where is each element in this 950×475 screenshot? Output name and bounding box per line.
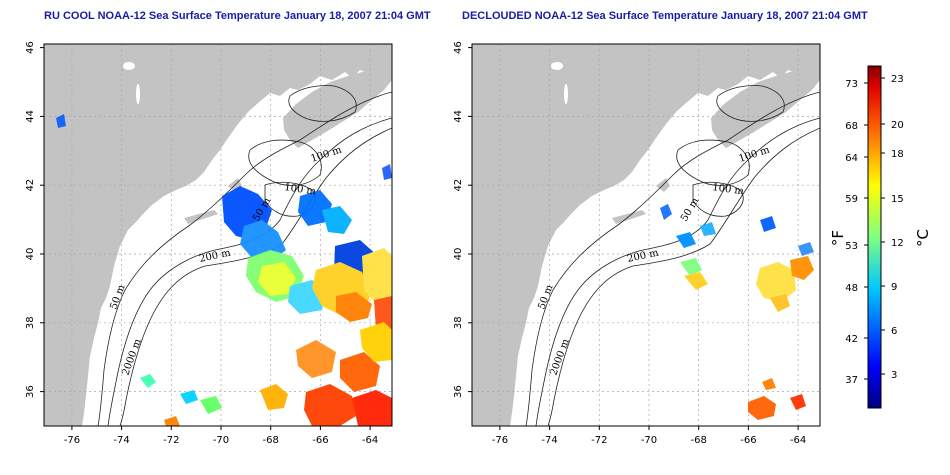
colorbar-celsius-tick: 12 [891, 238, 904, 249]
celsius-unit-label: °C [914, 229, 932, 247]
right-lon-tick: -74 [541, 435, 557, 446]
left-lon-tick: -70 [213, 435, 229, 446]
right-lat-tick: 36 [453, 385, 464, 398]
colorbar-fahrenheit-tick: 59 [845, 194, 858, 205]
right-map-panel: -76 -74 -72 -70 -68 -66 -64 46 44 42 40 … [453, 41, 821, 446]
colorbar-fahrenheit-tick: 68 [845, 121, 858, 132]
left-lat-tick: 42 [25, 179, 36, 192]
right-lat-tick: 42 [453, 179, 464, 192]
right-sst-patches [660, 204, 814, 420]
colorbar-celsius-tick: 20 [891, 120, 904, 131]
left-sst-patches [56, 114, 392, 426]
left-map-title: RU COOL NOAA-12 Sea Surface Temperature … [44, 10, 431, 22]
colorbar-celsius-tick: 18 [891, 149, 904, 160]
fahrenheit-unit-label: °F [829, 230, 847, 246]
colorbar-celsius-tick: 6 [891, 326, 897, 337]
right-nova-scotia [711, 66, 820, 148]
right-lon-tick: -64 [790, 435, 806, 446]
left-lat-tick: 38 [25, 316, 36, 329]
right-lon-tick: -68 [691, 435, 707, 446]
left-lon-tick: -64 [362, 435, 378, 446]
right-gridlines [472, 44, 820, 426]
left-map-frame [43, 43, 393, 427]
temperature-colorbar: 73 68 64 59 53 48 42 37 23 20 18 15 12 9… [829, 65, 932, 409]
left-map-panel: -76 -74 -72 -70 -68 -66 -64 46 44 42 40 … [25, 41, 393, 446]
right-bathymetry-contours [525, 85, 820, 426]
right-lat-tick: 38 [453, 316, 464, 329]
colorbar-fahrenheit-tick: 53 [845, 241, 858, 252]
right-lat-tick: 40 [453, 248, 464, 261]
colorbar-fahrenheit-tick: 48 [845, 283, 858, 294]
colorbar-fahrenheit-tick: 64 [845, 153, 858, 164]
right-land-mass [472, 44, 820, 426]
left-lat-tick: 44 [25, 110, 36, 123]
colorbar-fahrenheit-tick: 42 [845, 334, 858, 345]
right-map-title: DECLOUDED NOAA-12 Sea Surface Temperatur… [462, 10, 868, 22]
colorbar-celsius-tick: 9 [891, 282, 897, 293]
right-lat-tick: 46 [453, 41, 464, 54]
right-lon-tick: -76 [492, 435, 508, 446]
colorbar-fahrenheit-tick: 73 [845, 79, 858, 90]
right-lat-tick: 44 [453, 110, 464, 123]
right-map-frame [471, 43, 821, 427]
right-lon-tick: -72 [591, 435, 607, 446]
left-contour-label: 100 m [284, 182, 317, 197]
colorbar-celsius-tick: 15 [891, 194, 904, 205]
left-land-mass [44, 44, 392, 426]
left-lon-tick: -76 [64, 435, 80, 446]
right-tick-marks [468, 47, 799, 430]
colorbar-fahrenheit-tick: 37 [845, 375, 858, 386]
right-lon-tick: -66 [740, 435, 756, 446]
right-lon-tick: -70 [641, 435, 657, 446]
left-cape-breton [370, 50, 392, 68]
colorbar-celsius-tick: 3 [891, 370, 897, 381]
left-lat-tick: 36 [25, 385, 36, 398]
left-lon-tick: -66 [312, 435, 328, 446]
right-contour-label: 100 m [712, 182, 745, 197]
left-tick-marks [40, 47, 371, 430]
right-cape-breton [798, 50, 820, 68]
left-lon-tick: -74 [113, 435, 129, 446]
left-nova-scotia [283, 66, 392, 148]
colorbar-gradient [867, 65, 882, 409]
left-lat-tick: 46 [25, 41, 36, 54]
colorbar-celsius-tick: 23 [891, 74, 904, 85]
left-lon-tick: -68 [263, 435, 279, 446]
left-lat-tick: 40 [25, 248, 36, 261]
left-lon-tick: -72 [163, 435, 179, 446]
